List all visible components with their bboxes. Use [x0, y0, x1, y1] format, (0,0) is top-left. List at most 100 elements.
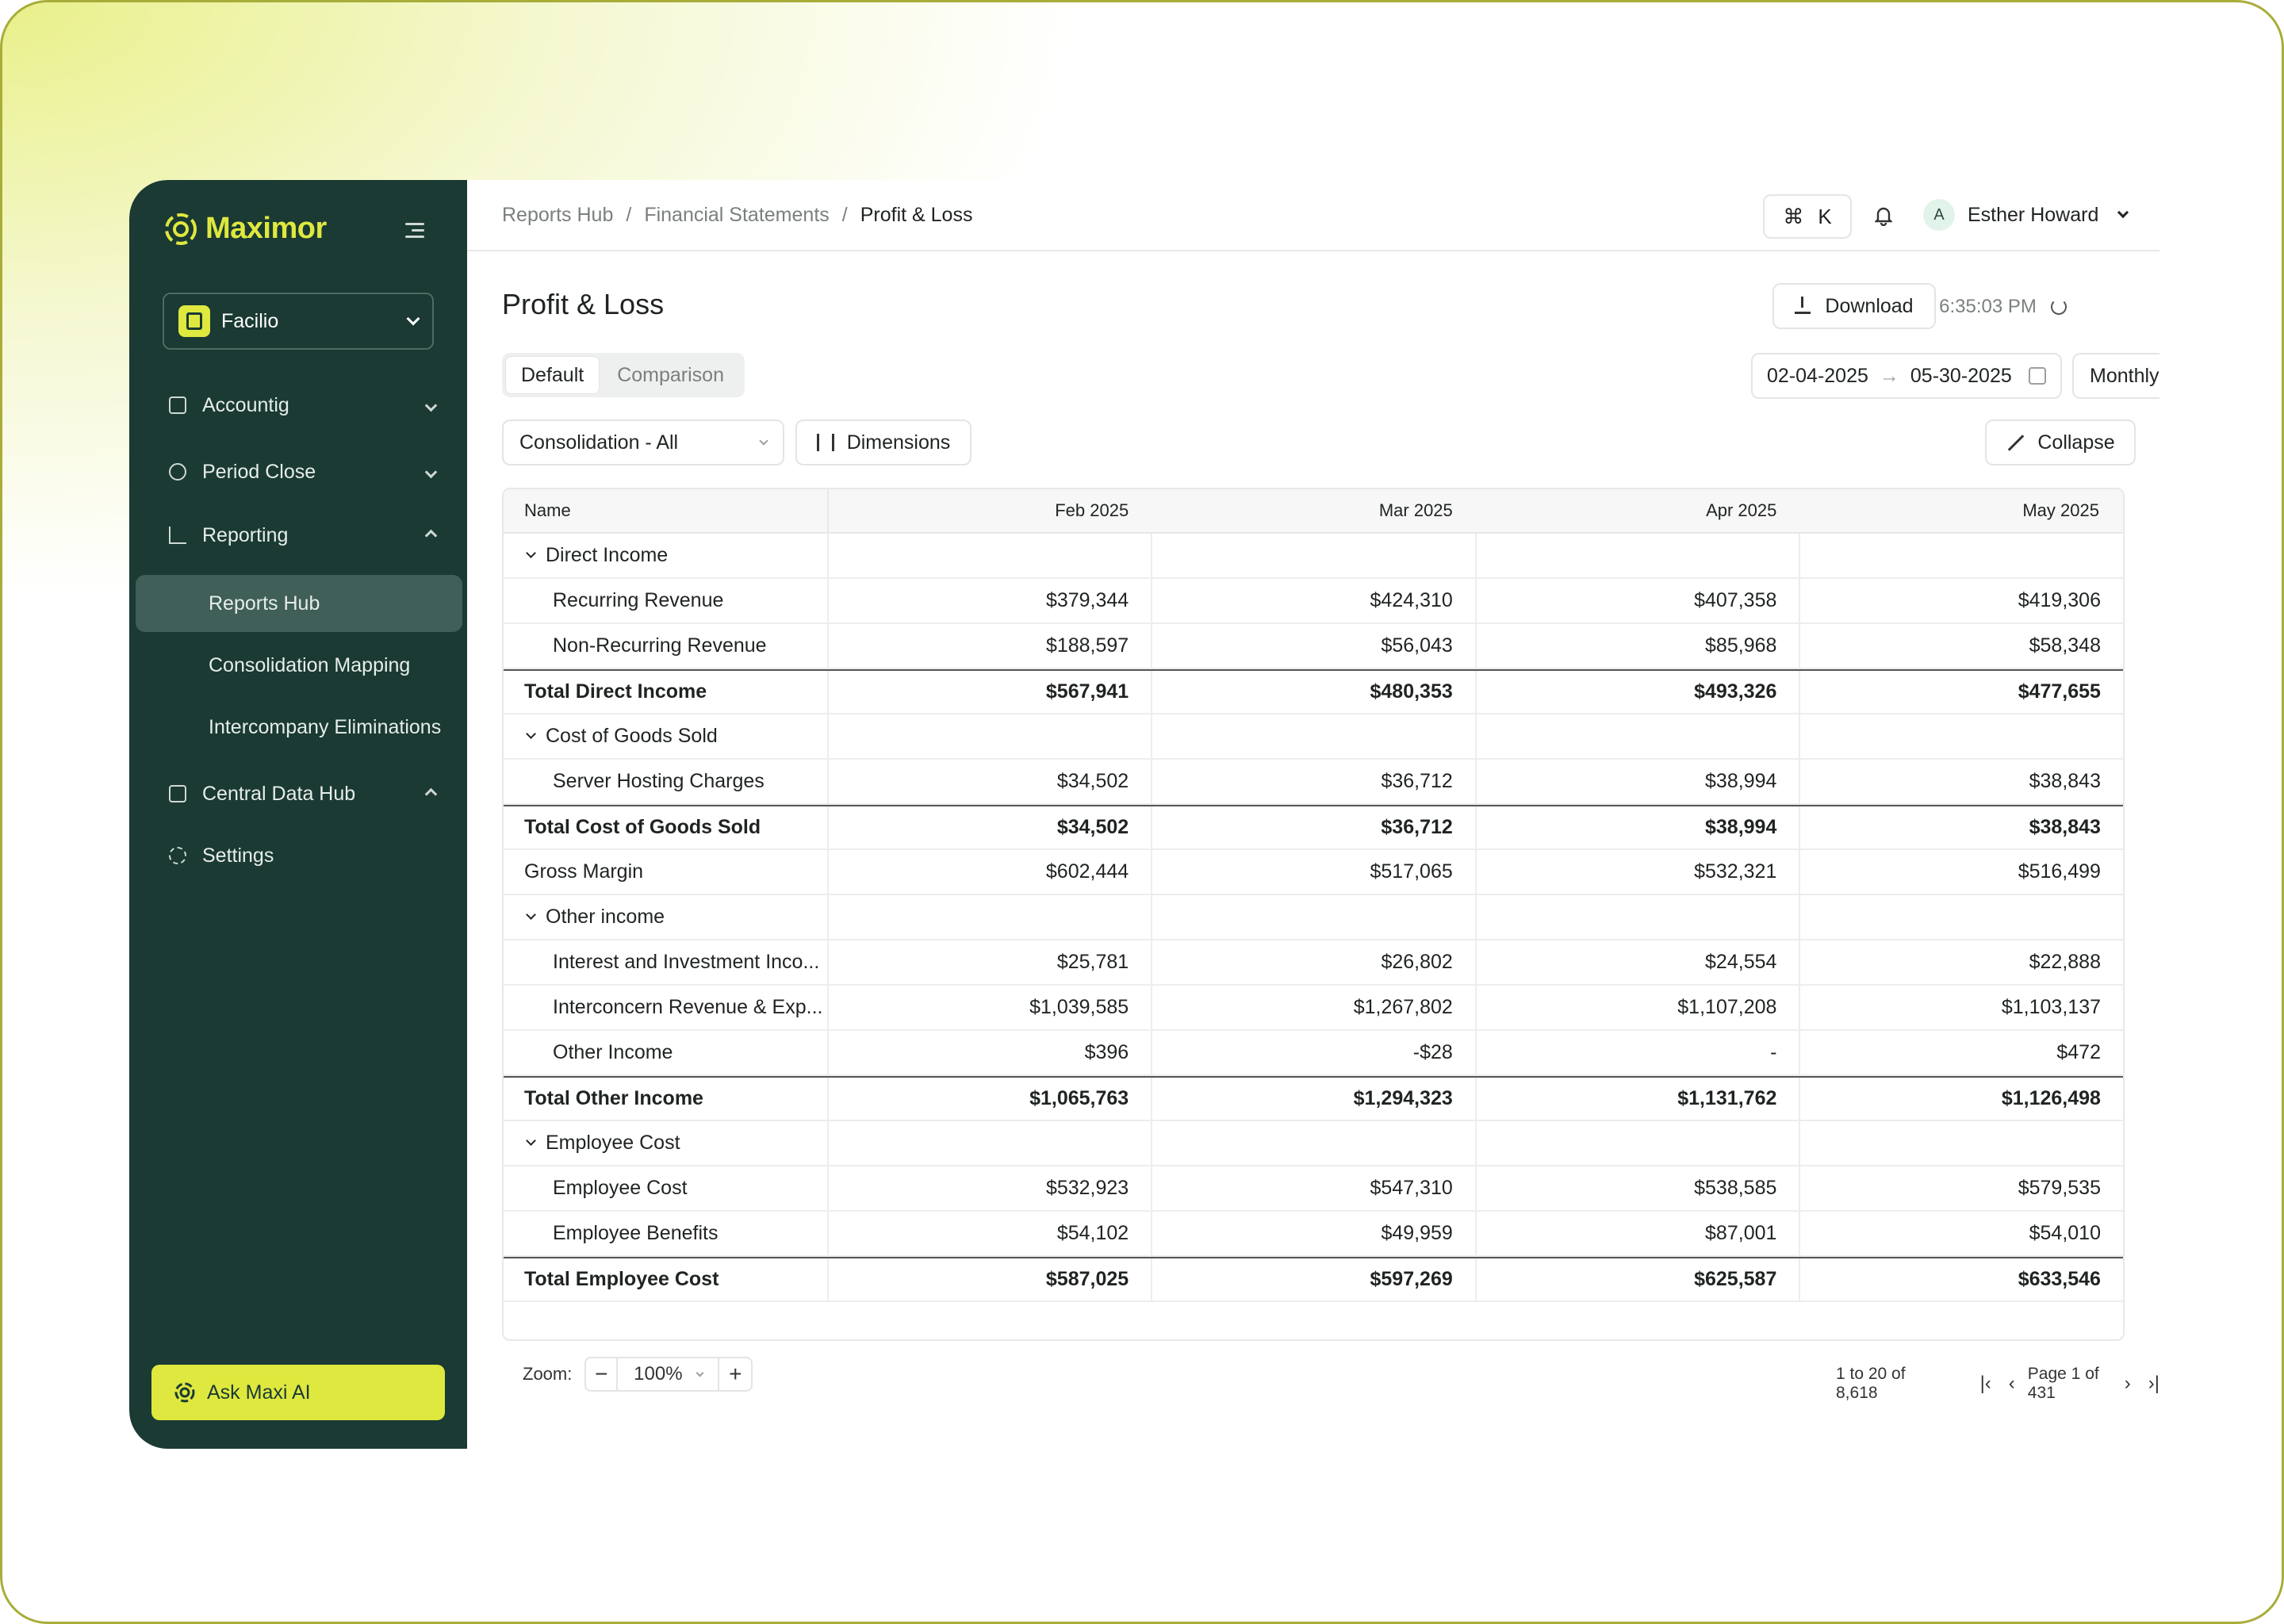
zoom-select[interactable]: 100% — [618, 1358, 720, 1390]
value-cell — [1800, 714, 2123, 758]
value-cell: $34,502 — [829, 806, 1153, 848]
sidebar-item-central-data-hub[interactable]: Central Data Hub — [169, 778, 439, 810]
table-row[interactable]: Recurring Revenue $379,344 $424,310 $407,35… — [504, 579, 2123, 624]
collapse-button[interactable]: Collapse — [1985, 419, 2136, 465]
clock-icon — [169, 463, 186, 481]
table-row[interactable]: Total Other Income $1,065,763 $1,294,323 $1… — [504, 1076, 2123, 1121]
value-cell: $1,126,498 — [2001, 1087, 2101, 1109]
breadcrumb-reports-hub[interactable]: Reports Hub — [502, 204, 614, 226]
sidebar: Maximor Facilio Accountig Period Close R — [129, 180, 467, 1449]
table-row[interactable]: Total Cost of Goods Sold $34,502 $36,712 $3… — [504, 805, 2123, 850]
value-cell: $49,959 — [1152, 1212, 1477, 1255]
table-row[interactable]: Employee Cost — [504, 1121, 2123, 1166]
table-row[interactable]: Cost of Goods Sold — [504, 714, 2123, 760]
ask-ai-label: Ask Maxi AI — [207, 1381, 311, 1404]
dimensions-button[interactable]: Dimensions — [795, 419, 971, 465]
command-palette-button[interactable]: ⌘ K — [1763, 194, 1852, 239]
gear-icon — [169, 847, 186, 864]
value-cell — [1477, 714, 1801, 758]
value-cell: $625,587 — [1477, 1258, 1801, 1300]
value-cell: $56,043 — [1152, 624, 1477, 668]
value-cell: $532,321 — [1477, 850, 1801, 894]
breadcrumb-separator: / — [626, 204, 632, 226]
table-row[interactable]: Employee Benefits $54,102 $49,959 $87,001 $5… — [504, 1212, 2123, 1257]
sidebar-item-consolidation-mapping[interactable]: Consolidation Mapping — [136, 637, 462, 694]
date-range-picker[interactable]: 02-04-2025 → 05-30-2025 — [1751, 353, 2062, 399]
sidebar-item-intercompany-eliminations[interactable]: Intercompany Eliminations — [136, 699, 462, 756]
table-row[interactable]: Other income — [504, 895, 2123, 940]
table-row[interactable]: Server Hosting Charges $34,502 $36,712 $38,… — [504, 760, 2123, 805]
bell-icon[interactable] — [1875, 205, 1892, 226]
dimensions-label: Dimensions — [846, 431, 951, 454]
row-name: Gross Margin — [524, 860, 644, 883]
row-name-cell: Employee Cost — [504, 1166, 829, 1210]
table-row[interactable]: Interconcern Revenue & Exp... $1,039,585 $… — [504, 986, 2123, 1031]
user-name: Esther Howard — [1968, 203, 2099, 226]
row-name-cell: Total Cost of Goods Sold — [504, 806, 829, 848]
breadcrumb: Reports Hub / Financial Statements / Pro… — [502, 204, 972, 227]
org-icon — [178, 305, 210, 337]
chevron-down-icon — [406, 312, 420, 326]
value-cell: -$28 — [1152, 1031, 1477, 1074]
row-name: Employee Cost — [546, 1132, 680, 1154]
period-select[interactable]: Monthly — [2072, 353, 2159, 399]
chevron-down-icon[interactable] — [526, 1136, 536, 1146]
next-page-icon[interactable]: › — [2124, 1373, 2131, 1394]
breadcrumb-financial-statements[interactable]: Financial Statements — [644, 204, 830, 226]
download-button[interactable]: Download — [1772, 283, 1936, 329]
column-header[interactable]: Name — [504, 489, 829, 532]
table-row[interactable]: Gross Margin $602,444 $517,065 $532,321 $516… — [504, 850, 2123, 895]
consolidation-value: Consolidation - All — [519, 431, 679, 454]
column-header[interactable]: Feb 2025 — [1055, 500, 1129, 520]
row-name: Employee Benefits — [553, 1222, 719, 1244]
table-row[interactable]: Total Direct Income $567,941 $480,353 $493,… — [504, 669, 2123, 714]
column-header[interactable]: Mar 2025 — [1378, 500, 1453, 520]
zoom-out-button[interactable]: − — [586, 1358, 619, 1390]
download-label: Download — [1825, 294, 1914, 317]
sidebar-item-reporting[interactable]: Reporting — [169, 519, 439, 551]
consolidation-select[interactable]: Consolidation - All — [502, 419, 784, 465]
column-header[interactable]: Apr 2025 — [1706, 500, 1777, 520]
brand[interactable]: Maximor — [164, 212, 327, 246]
prev-page-icon[interactable]: ‹ — [2008, 1373, 2015, 1394]
refresh-icon[interactable] — [2050, 299, 2067, 315]
ask-ai-button[interactable]: Ask Maxi AI — [151, 1365, 445, 1420]
user-menu[interactable]: A Esther Howard — [1923, 199, 2129, 231]
tab-default[interactable]: Default — [505, 356, 600, 394]
org-selector[interactable]: Facilio — [163, 293, 434, 350]
value-cell: $567,941 — [829, 671, 1153, 713]
value-cell: $26,802 — [1152, 940, 1477, 984]
zoom-control: Zoom: − 100% + — [523, 1357, 753, 1392]
value-cell — [1152, 714, 1477, 758]
menu-toggle-icon[interactable] — [405, 223, 424, 239]
table-row[interactable]: Total Employee Cost $587,025 $597,269 $625,… — [504, 1257, 2123, 1302]
value-cell — [1477, 1121, 1801, 1165]
table-row[interactable]: Other Income $396 -$28- $472 — [504, 1031, 2123, 1076]
table-row[interactable]: Interest and Investment Inco... $25,781 $2… — [504, 940, 2123, 986]
sidebar-item-settings[interactable]: Settings — [169, 840, 439, 871]
value-cell — [829, 714, 1153, 758]
value-cell: $480,353 — [1152, 671, 1477, 713]
ledger-icon — [169, 396, 186, 414]
calendar-icon — [2029, 367, 2046, 385]
table-row[interactable]: Employee Cost $532,923 $547,310 $538,585 $57… — [504, 1166, 2123, 1212]
column-header[interactable]: May 2025 — [2022, 500, 2099, 520]
row-name: Total Direct Income — [524, 680, 707, 703]
value-cell — [1152, 1121, 1477, 1165]
row-name: Cost of Goods Sold — [546, 725, 718, 747]
chevron-down-icon[interactable] — [526, 729, 536, 739]
first-page-icon[interactable]: |‹ — [1979, 1373, 1991, 1394]
value-cell: $517,065 — [1152, 850, 1477, 894]
chevron-down-icon[interactable] — [526, 548, 536, 558]
sidebar-item-period-close[interactable]: Period Close — [169, 456, 439, 488]
last-page-icon[interactable]: ›| — [2148, 1373, 2159, 1394]
table-row[interactable]: Non-Recurring Revenue $188,597 $56,043 $85,… — [504, 624, 2123, 669]
sidebar-item-reports-hub[interactable]: Reports Hub — [136, 575, 462, 632]
table-row[interactable]: Direct Income — [504, 534, 2123, 579]
sidebar-item-accounting[interactable]: Accountig — [169, 389, 439, 421]
tab-comparison[interactable]: Comparison — [617, 363, 724, 386]
chevron-down-icon[interactable] — [526, 910, 536, 920]
zoom-in-button[interactable]: + — [729, 1362, 742, 1386]
row-name-cell: Server Hosting Charges — [504, 760, 829, 803]
